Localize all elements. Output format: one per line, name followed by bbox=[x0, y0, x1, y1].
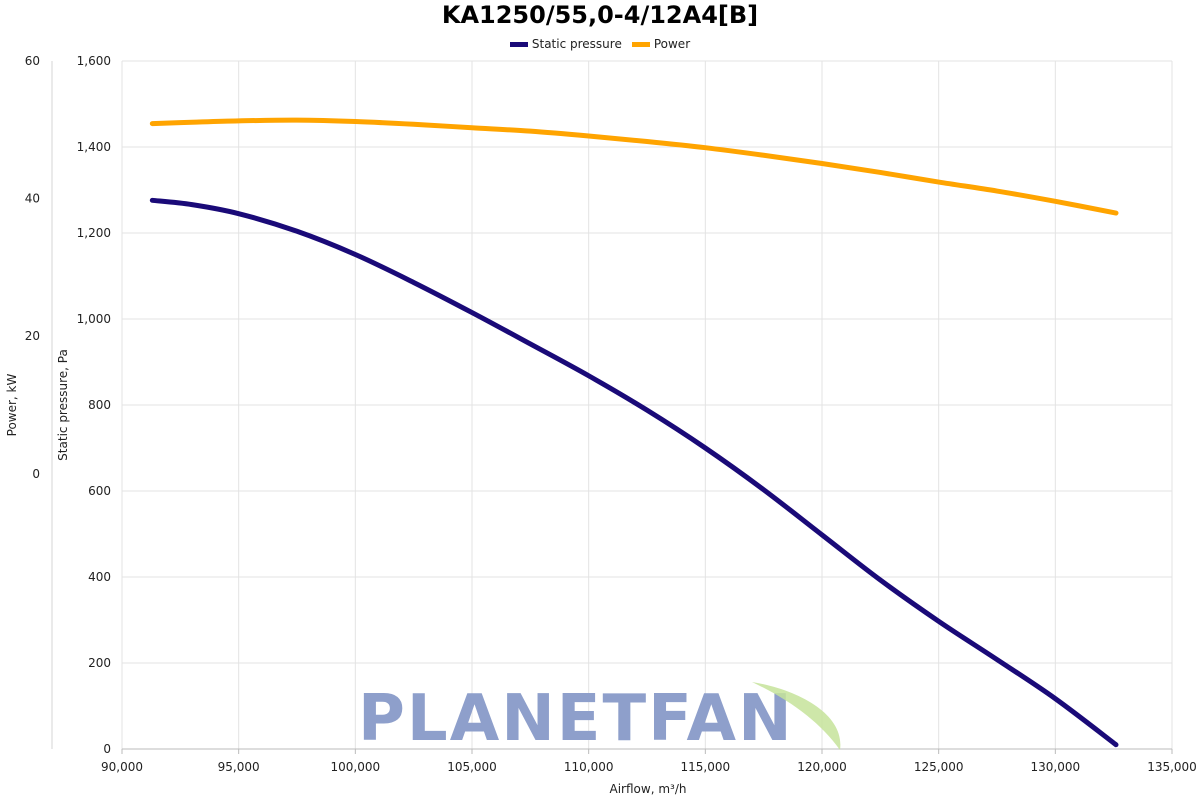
y-tick-label: 800 bbox=[88, 398, 111, 412]
x-tick-label: 130,000 bbox=[1031, 760, 1081, 774]
legend-label-static-pressure: Static pressure bbox=[531, 37, 622, 51]
legend-item-static-pressure[interactable]: Static pressure bbox=[509, 37, 622, 51]
y2-tick-label: 20 bbox=[25, 329, 40, 343]
x-tick-label: 110,000 bbox=[564, 760, 614, 774]
y-tick-label: 1,000 bbox=[77, 312, 111, 326]
y-tick-label: 1,400 bbox=[77, 140, 111, 154]
x-tick-label: 125,000 bbox=[914, 760, 964, 774]
x-tick-label: 100,000 bbox=[331, 760, 381, 774]
y-tick-label: 200 bbox=[88, 656, 111, 670]
y-axis-title: Static pressure, Pa bbox=[56, 349, 70, 461]
y2-tick-label: 60 bbox=[25, 54, 40, 68]
series-line-power bbox=[149, 117, 1119, 216]
x-tick-label: 90,000 bbox=[101, 760, 143, 774]
y-tick-label: 1,200 bbox=[77, 226, 111, 240]
watermark-text: PLANETFAN bbox=[358, 682, 794, 756]
x-tick-label: 105,000 bbox=[447, 760, 497, 774]
axes bbox=[51, 61, 1173, 754]
y2-tick-label: 0 bbox=[32, 467, 40, 481]
grid-lines bbox=[121, 60, 1173, 750]
x-tick-label: 95,000 bbox=[218, 760, 260, 774]
legend-swatch-static-pressure bbox=[509, 41, 528, 47]
tick-labels: 90,000 95,000 100,000 105,000 110,000 115,000… bbox=[25, 54, 1197, 774]
chart-title: KA1250/55,0-4/12A4[B] bbox=[441, 1, 759, 29]
y-tick-label: 400 bbox=[88, 570, 111, 584]
x-tick-label: 135,000 bbox=[1147, 760, 1197, 774]
watermark-leaf bbox=[752, 682, 841, 750]
legend-label-power: Power bbox=[653, 37, 691, 51]
watermark-logo: PLANETFAN bbox=[358, 682, 841, 756]
x-tick-label: 115,000 bbox=[681, 760, 731, 774]
y2-axis-title: Power, kW bbox=[5, 374, 19, 437]
x-axis-title: Airflow, m³/h bbox=[610, 782, 687, 796]
legend-swatch-power bbox=[631, 41, 650, 47]
chart-legend: Static pressure Power bbox=[0, 37, 1200, 51]
y-tick-label: 1,600 bbox=[77, 54, 111, 68]
y-tick-label: 600 bbox=[88, 484, 111, 498]
y-tick-label: 0 bbox=[103, 742, 111, 756]
y2-tick-label: 40 bbox=[25, 192, 40, 206]
x-tick-label: 120,000 bbox=[797, 760, 847, 774]
legend-item-power[interactable]: Power bbox=[631, 37, 691, 51]
series-group bbox=[149, 117, 1119, 748]
series-line-static-pressure bbox=[149, 197, 1119, 748]
